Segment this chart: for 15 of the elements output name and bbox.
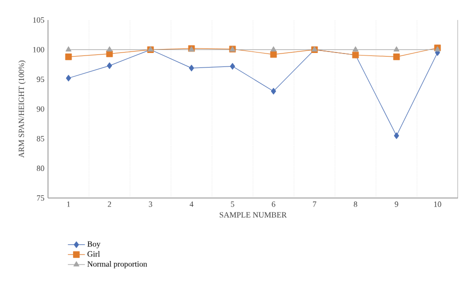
point — [106, 46, 112, 52]
point — [270, 46, 276, 52]
point — [66, 74, 72, 82]
point — [65, 53, 72, 60]
point — [393, 53, 400, 60]
point — [188, 64, 194, 72]
point — [66, 46, 72, 52]
point — [352, 46, 358, 52]
point — [394, 132, 400, 139]
point — [270, 51, 277, 58]
point — [270, 88, 276, 94]
point — [394, 46, 400, 52]
point — [230, 62, 236, 70]
point — [106, 62, 112, 69]
point — [106, 50, 113, 58]
